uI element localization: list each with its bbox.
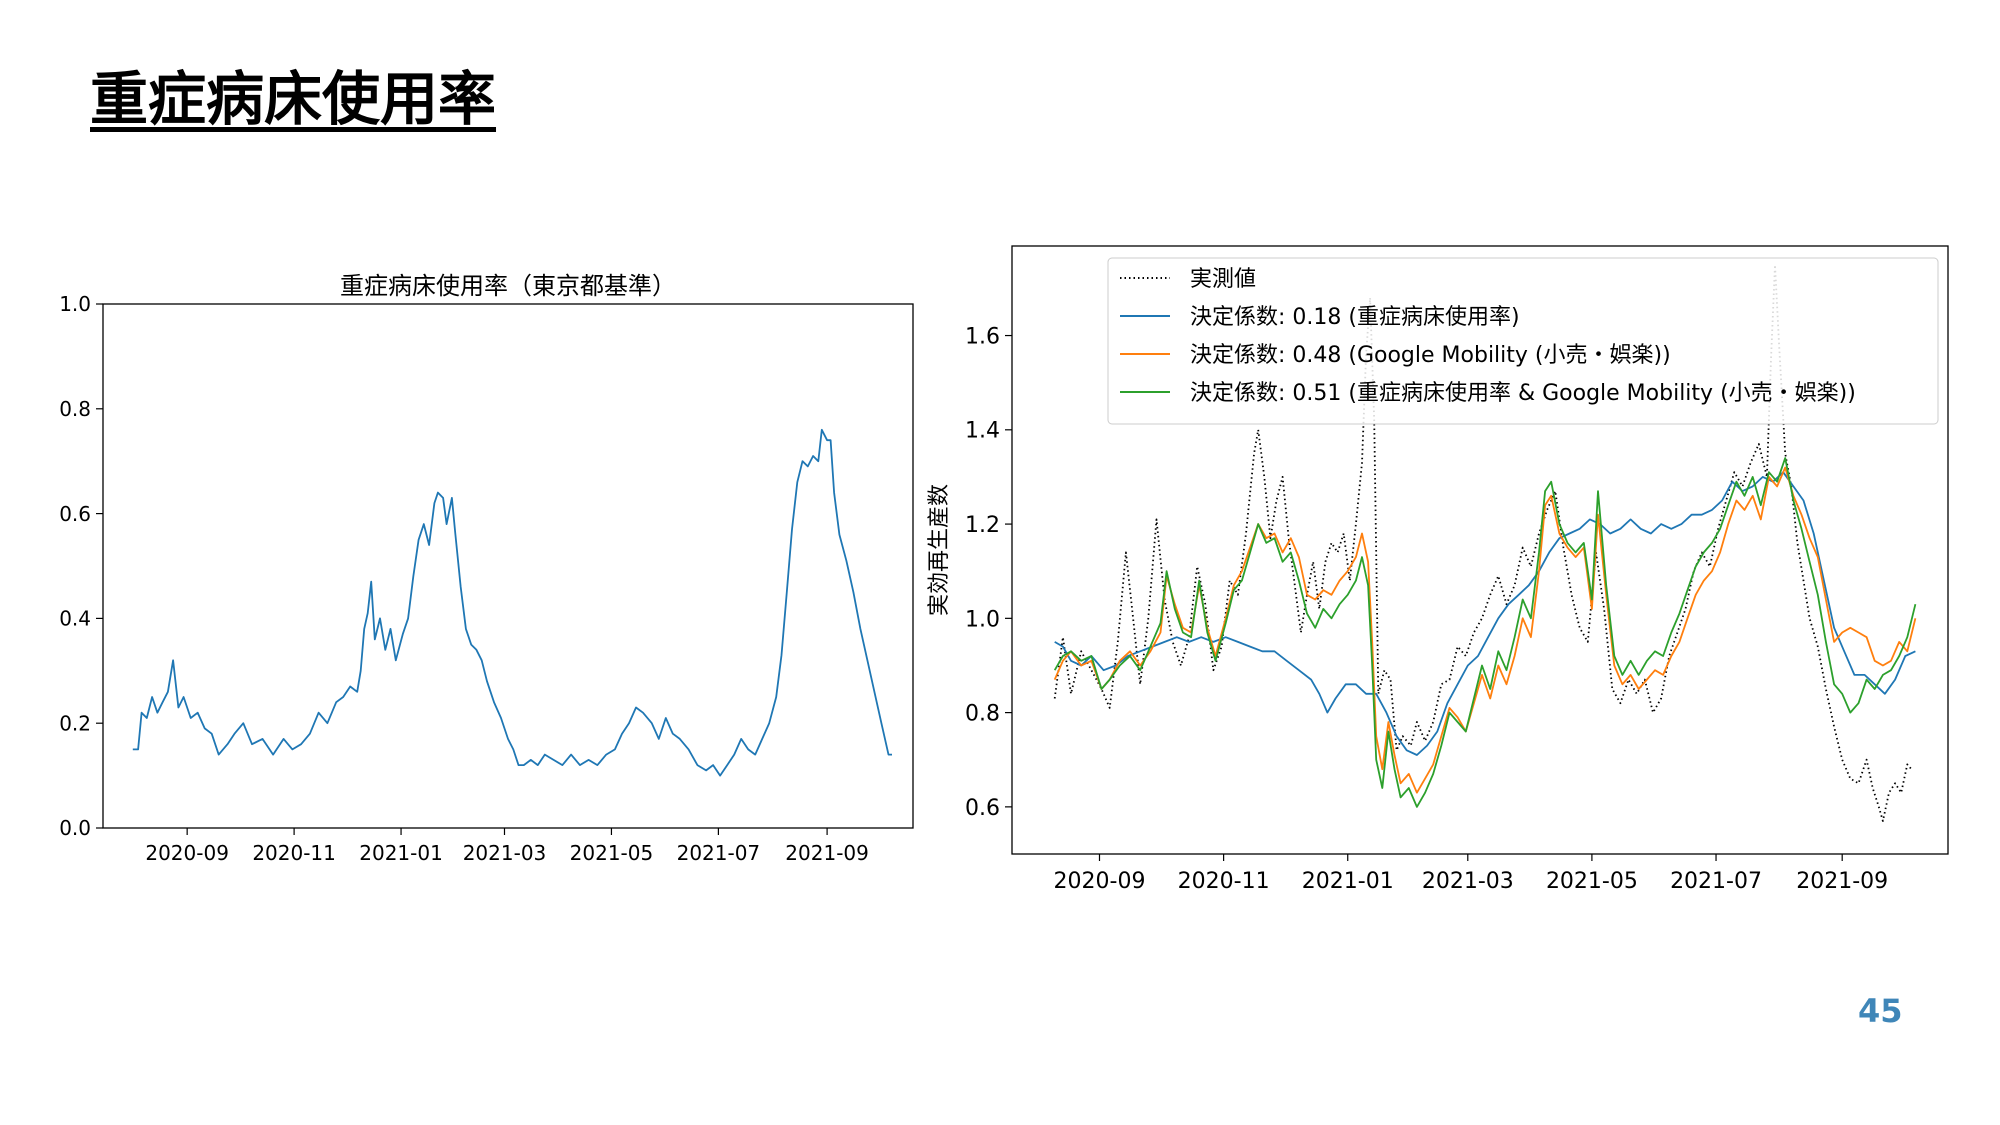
x-tick-label: 2020-11 bbox=[1178, 869, 1270, 894]
x-tick-label: 2021-03 bbox=[463, 841, 547, 865]
y-tick-label: 1.4 bbox=[965, 419, 1000, 444]
y-tick-label: 1.0 bbox=[59, 292, 91, 316]
legend-entry: 決定係数: 0.51 (重症病床使用率 & Google Mobility (小… bbox=[1190, 381, 1856, 406]
series-line-3 bbox=[1053, 457, 1917, 808]
y-tick-label: 1.2 bbox=[965, 513, 1000, 538]
series-line-0 bbox=[132, 428, 892, 777]
y-tick-label: 0.8 bbox=[965, 702, 1000, 727]
legend-box bbox=[1107, 257, 1939, 425]
x-tick-label: 2021-05 bbox=[1546, 869, 1638, 894]
y-axis-label: 実効再生産数 bbox=[927, 484, 952, 616]
legend-entry: 実測値 bbox=[1190, 267, 1256, 292]
y-tick-label: 0.6 bbox=[59, 502, 91, 526]
series-line-2 bbox=[1053, 466, 1917, 794]
x-tick-label: 2021-01 bbox=[1302, 869, 1394, 894]
y-tick-label: 0.4 bbox=[59, 607, 91, 631]
page-number: 45 bbox=[1858, 992, 1903, 1030]
x-tick-label: 2021-07 bbox=[677, 841, 761, 865]
legend-entry: 決定係数: 0.48 (Google Mobility (小売・娯楽)) bbox=[1190, 343, 1671, 368]
x-tick-label: 2021-05 bbox=[570, 841, 654, 865]
y-tick-label: 0.2 bbox=[59, 711, 91, 735]
x-tick-label: 2021-07 bbox=[1670, 869, 1762, 894]
x-tick-label: 2020-11 bbox=[252, 841, 336, 865]
x-tick-label: 2021-01 bbox=[359, 841, 443, 865]
y-tick-label: 1.0 bbox=[965, 607, 1000, 632]
x-tick-label: 2021-09 bbox=[1796, 869, 1888, 894]
legend-entry: 決定係数: 0.18 (重症病床使用率) bbox=[1190, 305, 1520, 330]
x-tick-label: 2020-09 bbox=[1054, 869, 1146, 894]
y-tick-label: 1.6 bbox=[965, 324, 1000, 349]
y-tick-label: 0.8 bbox=[59, 397, 91, 421]
x-tick-label: 2021-03 bbox=[1422, 869, 1514, 894]
slide-title: 重症病床使用率 bbox=[90, 65, 497, 133]
chart-title: 重症病床使用率（東京都基準） bbox=[340, 272, 676, 300]
y-tick-label: 0.6 bbox=[965, 796, 1000, 821]
x-tick-label: 2020-09 bbox=[145, 841, 229, 865]
y-tick-label: 0.0 bbox=[59, 816, 91, 840]
x-tick-label: 2021-09 bbox=[785, 841, 869, 865]
